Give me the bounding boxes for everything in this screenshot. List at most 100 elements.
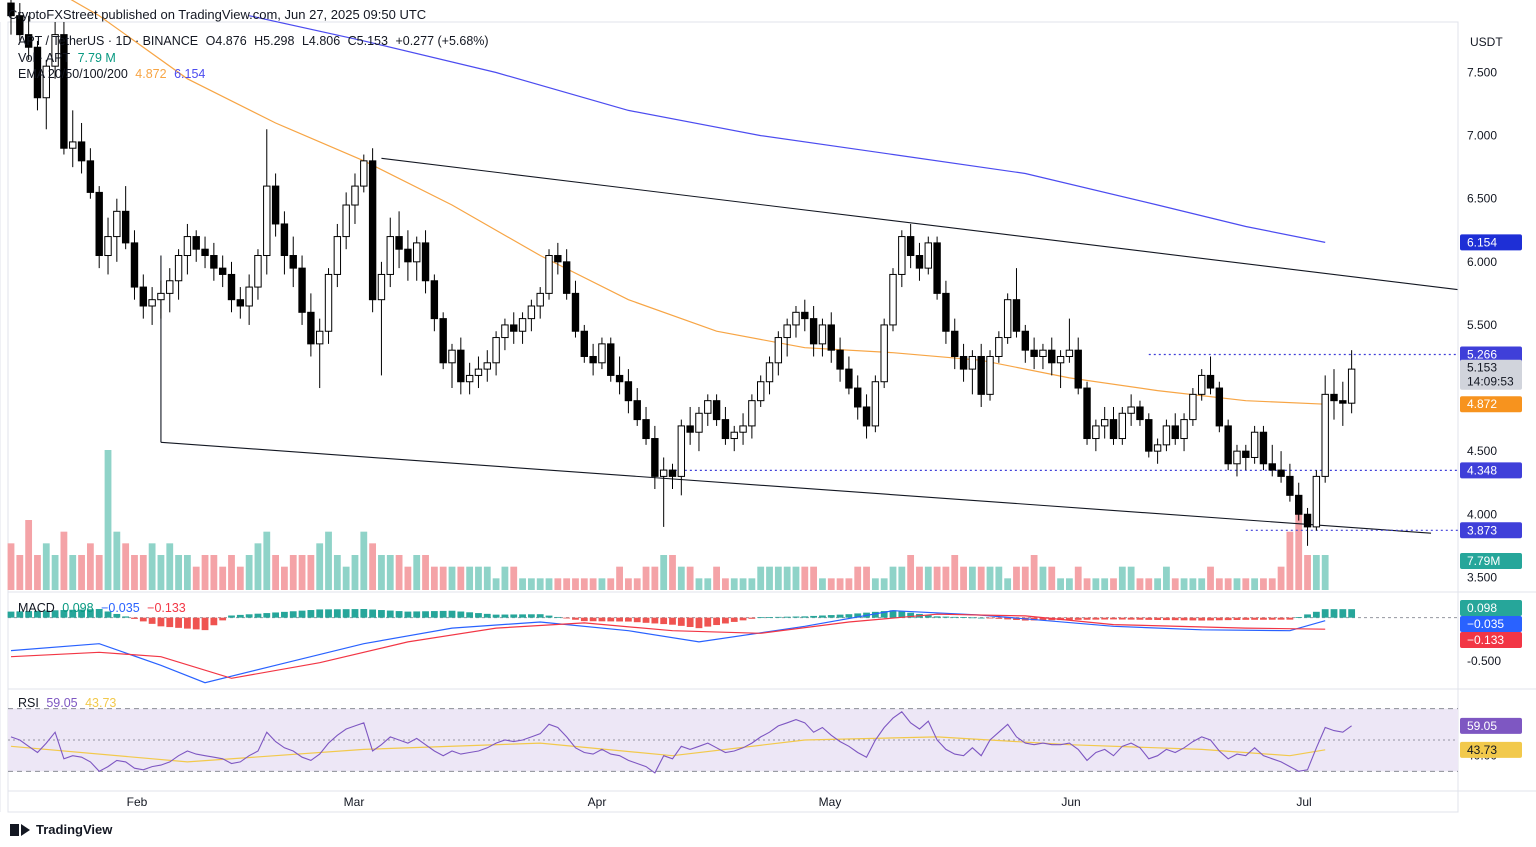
candle-down <box>915 255 924 269</box>
currency-label: USDT <box>1470 35 1503 49</box>
macd-histogram-bar <box>598 617 606 622</box>
candle-up <box>1233 450 1241 465</box>
macd-histogram-bar <box>1251 617 1259 620</box>
macd-histogram-bar <box>907 612 915 618</box>
ema-legend[interactable]: EMA 20/50/100/200 4.872 6.154 <box>18 66 209 82</box>
volume-bar <box>1304 555 1311 590</box>
ema-lines <box>70 0 1326 405</box>
macd-histogram-bar <box>342 609 350 618</box>
macd-histogram-bar <box>686 617 694 628</box>
macd-signal-value: −0.133 <box>147 601 186 615</box>
candle-up <box>818 324 827 345</box>
candle-down <box>7 2 15 17</box>
volume-bar <box>316 543 324 590</box>
volume-bar <box>1260 578 1267 590</box>
candle-down <box>77 141 86 162</box>
candle-down <box>933 242 941 294</box>
macd-histogram-bar <box>651 617 659 624</box>
macd-histogram-bar <box>289 611 297 618</box>
candle-down <box>1048 349 1056 364</box>
volume-bar <box>1127 566 1135 590</box>
candle-up <box>1347 368 1356 404</box>
tradingview-footer[interactable]: TradingView <box>10 822 112 837</box>
macd-histogram-bar <box>1268 617 1276 620</box>
candle-up <box>677 425 686 477</box>
macd-line-badge: −0.035 <box>1467 617 1504 631</box>
volume-bar <box>580 578 588 590</box>
volume-bar <box>960 566 967 590</box>
candles[interactable] <box>7 0 1356 546</box>
volume-bar <box>78 555 85 590</box>
rsi-legend[interactable]: RSI 59.05 43.73 <box>18 695 120 711</box>
volume-bar <box>289 555 297 590</box>
ema-label: EMA 20/50/100/200 <box>18 67 128 81</box>
volume-bar <box>16 555 24 590</box>
rsi-pane[interactable] <box>8 708 1458 774</box>
macd-histogram-bar <box>404 611 412 618</box>
high-value: H5.298 <box>254 34 295 48</box>
candle-up <box>1003 299 1012 339</box>
volume-bar <box>968 566 976 590</box>
volume-bar <box>192 566 200 590</box>
volume-bar <box>563 578 571 590</box>
volume-bar <box>907 555 915 590</box>
volume-bar <box>572 578 579 590</box>
macd-signal-line <box>10 613 1326 679</box>
volume-legend[interactable]: Vol · APT 7.79 M <box>18 50 120 66</box>
volume-bar <box>616 566 623 590</box>
macd-signal-badge: −0.133 <box>1467 633 1504 647</box>
volume-bar <box>263 531 271 590</box>
macd-histogram-bar <box>739 617 747 621</box>
candle-down <box>192 236 200 250</box>
macd-histogram-bar <box>34 610 41 618</box>
rsi-ma-line <box>10 736 1326 763</box>
candle-down <box>642 419 650 440</box>
candle-up <box>174 255 183 282</box>
candle-down <box>421 242 430 282</box>
macd-tick: -0.500 <box>1467 654 1501 668</box>
candle-down <box>1171 425 1179 440</box>
candle-down <box>1012 299 1021 332</box>
macd-pane[interactable] <box>7 609 1458 684</box>
symbol-pair[interactable]: APT / TetherUS · 1D · BINANCE <box>18 34 199 48</box>
macd-histogram-bar <box>1101 617 1109 620</box>
candle-down <box>651 438 659 477</box>
macd-histogram-bar <box>572 617 579 620</box>
candle-up <box>1162 425 1171 446</box>
volume-bar <box>386 555 394 590</box>
macd-histogram-bar <box>51 610 59 618</box>
candle-down <box>227 273 236 301</box>
candle-up <box>545 255 553 294</box>
macd-histogram-bar <box>1118 617 1126 620</box>
volume-bar <box>42 543 50 590</box>
macd-histogram-bar <box>1286 617 1294 620</box>
price-tick: 6.500 <box>1467 192 1497 206</box>
macd-histogram-bar <box>642 617 650 623</box>
candle-down <box>201 248 209 257</box>
candle-down <box>33 46 42 99</box>
volume-badge-bg <box>1460 553 1522 569</box>
ema200-badge: 6.154 <box>1467 235 1497 249</box>
rsi-ma-badge-bg <box>1460 741 1522 758</box>
macd-histogram-bar <box>439 610 447 618</box>
macd-histogram-bar <box>1083 617 1091 620</box>
macd-histogram-bar <box>1277 617 1285 620</box>
volume-bar <box>113 531 121 590</box>
price-tick: 6.000 <box>1467 255 1497 269</box>
macd-histogram-bar <box>1127 617 1135 620</box>
ema200-line <box>248 15 1326 243</box>
volume-bar <box>1118 566 1126 590</box>
volume-bar <box>51 555 59 590</box>
candle-down <box>1215 387 1224 427</box>
open-value: O4.876 <box>205 34 247 48</box>
macd-legend[interactable]: MACD 0.098 −0.035 −0.133 <box>18 600 190 616</box>
candle-down <box>24 34 33 48</box>
candle-down <box>624 381 633 402</box>
candle-down <box>827 324 835 351</box>
candle-down <box>395 236 403 250</box>
volume-bar <box>871 578 879 590</box>
support-badge: 4.348 <box>1467 463 1497 477</box>
volume-bar <box>413 555 421 590</box>
volume-bar <box>633 578 641 590</box>
